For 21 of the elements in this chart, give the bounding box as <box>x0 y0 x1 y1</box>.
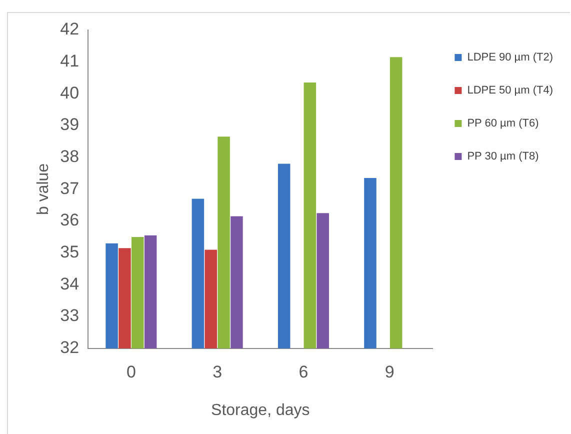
x-tick-label: 0 <box>126 362 136 382</box>
x-tick-label: 9 <box>384 362 394 382</box>
legend-label: LDPE 50 µm (T4) <box>467 84 554 97</box>
y-tick-label: 42 <box>60 20 80 39</box>
legend-label: LDPE 90 µm (T2) <box>467 52 554 64</box>
y-tick-label: 33 <box>60 306 80 326</box>
x-tick-label: 6 <box>298 362 308 382</box>
y-tick-label: 38 <box>60 147 80 166</box>
y-tick-label: 34 <box>60 274 80 294</box>
y-tick-label: 35 <box>60 242 80 262</box>
y-tick-label: 37 <box>60 178 80 198</box>
legend-label: PP 30 µm (T8) <box>467 150 539 163</box>
legend-label: PP 60 µm (T6) <box>467 118 539 130</box>
x-axis-title: Storage, days <box>211 402 310 419</box>
y-tick-label: 39 <box>60 115 80 134</box>
y-tick-label: 36 <box>60 210 80 230</box>
y-tick-label: 32 <box>60 338 80 358</box>
y-axis-title: b value <box>35 163 52 215</box>
y-tick-label: 41 <box>60 52 80 71</box>
x-tick-label: 3 <box>212 362 222 382</box>
y-tick-label: 40 <box>60 83 80 102</box>
